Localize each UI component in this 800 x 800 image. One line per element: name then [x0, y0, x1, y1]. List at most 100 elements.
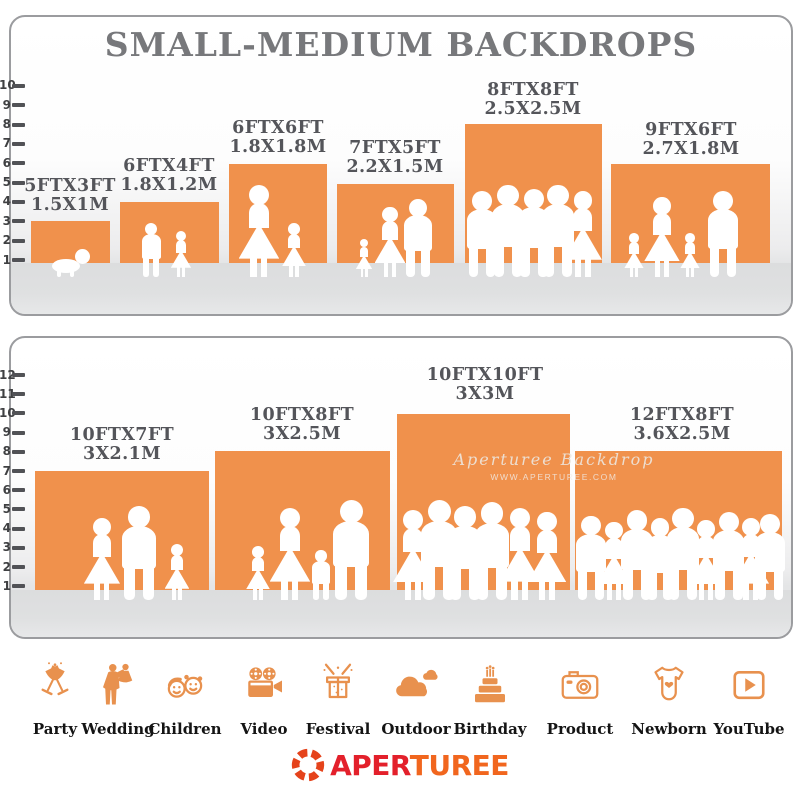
ruler-tick: 8 — [0, 118, 25, 131]
festival-icon — [314, 661, 362, 709]
ruler-tick: 7 — [0, 137, 25, 150]
category-video: Video — [216, 655, 312, 738]
brand-logo-text-orange: TUREE — [409, 748, 510, 782]
category-party: Party — [7, 655, 103, 738]
backdrop-size-m: 1.8X1.8M — [229, 137, 327, 157]
backdrop-size-ft: 6FTX4FT — [123, 156, 215, 176]
ruler-bottom: 12 11 10 9 8 7 6 5 4 3 2 1 — [0, 338, 41, 637]
ruler-tick-mark — [12, 258, 25, 262]
ruler-number: 3 — [2, 213, 11, 228]
panel-small-backdrops-bottom: 12 11 10 9 8 7 6 5 4 3 2 1 10FTX7FT 3X2.1M 10FTX8FT 3X… — [0, 336, 793, 639]
ruler-tick-mark — [12, 103, 25, 108]
ruler-number: 7 — [2, 136, 11, 151]
ruler-tick-mark — [12, 584, 25, 589]
ruler-tick-mark — [12, 373, 25, 377]
category-label: Product — [546, 720, 614, 738]
ruler-number: 4 — [2, 521, 11, 536]
panel-small-backdrops-top: SMALL-MEDIUM BACKDROPS 10 9 8 7 6 5 4 3 2 1 5FTX3… — [0, 15, 793, 316]
person-silhouette-man — [119, 506, 159, 600]
backdrop-size-label: 6FTX6FT 1.8X1.8M — [229, 119, 326, 157]
ruler-tick: 3 — [0, 541, 25, 554]
ruler-tick-mark — [12, 199, 25, 204]
backdrop-size-label: 5FTX3FT 1.5X1M — [24, 177, 116, 215]
category-label: Video — [240, 720, 288, 738]
backdrop-size-label: 12FTX8FT 3.6X2.5M — [630, 406, 734, 444]
person-silhouette-man — [705, 191, 741, 277]
person-silhouette-woman — [644, 197, 681, 277]
backdrop-size-ft: 7FTX5FT — [349, 138, 441, 158]
person-silhouette-girl — [246, 546, 271, 600]
ruler-tick-mark — [12, 83, 25, 88]
ruler-tick-mark — [12, 565, 25, 569]
ruler-number: 11 — [0, 386, 16, 401]
ruler-number: 6 — [2, 482, 11, 497]
person-silhouette-woman — [238, 185, 280, 277]
backdrop-area-top: 5FTX3FT 1.5X1M 6FTX4FT 1.8X1.2M 6FTX6FT 1.8X1… — [11, 17, 791, 314]
backdrop-size-ft: 12FTX8FT — [629, 405, 735, 425]
ruler-number: 10 — [0, 405, 16, 420]
person-silhouette-girl — [680, 233, 700, 277]
ruler-tick-mark — [12, 219, 25, 224]
backdrop-size-ft: 9FTX6FT — [645, 120, 737, 140]
birthday-icon — [466, 661, 514, 709]
ruler-tick: 10 — [0, 79, 25, 92]
ruler-tick-mark — [12, 430, 25, 435]
backdrop-rect-5ftx3ft — [31, 221, 110, 263]
category-festival: Festival — [290, 655, 386, 738]
category-wedding: Wedding — [70, 655, 166, 738]
youtube-icon — [725, 661, 773, 709]
ruler-tick: 9 — [0, 98, 25, 112]
ruler-tick: 2 — [0, 560, 25, 574]
backdrop-size-ft: 6FTX6FT — [232, 118, 324, 138]
category-label: Children — [148, 720, 222, 738]
ruler-tick: 11 — [0, 386, 25, 401]
backdrop-size-label: 10FTX10FT 3X3M — [427, 366, 544, 404]
backdrop-size-m: 2.2X1.5M — [346, 157, 444, 177]
party-icon — [31, 661, 79, 709]
ruler-tick-mark — [12, 545, 25, 550]
person-silhouette-woman — [527, 512, 568, 600]
backdrop-size-m: 3X2.1M — [83, 444, 161, 464]
ruler-number: 2 — [2, 233, 11, 248]
category-label: Newborn — [631, 720, 707, 738]
backdrop-area-bottom: 10FTX7FT 3X2.1M 10FTX8FT 3X2.5M 10FTX10FT 3X3… — [11, 338, 791, 637]
backdrop-size-ft: 8FTX8FT — [487, 80, 579, 100]
ruler-number: 8 — [2, 444, 11, 459]
newborn-icon — [645, 661, 693, 709]
person-silhouette-man — [752, 514, 788, 600]
category-children: Children — [137, 655, 233, 738]
backdrop-size-ft: 10FTX8FT — [249, 405, 355, 425]
backdrop-size-ft: 5FTX3FT — [24, 176, 116, 196]
category-label: Outdoor — [381, 720, 451, 738]
person-silhouette-woman — [269, 508, 311, 600]
ruler-tick-mark — [12, 507, 25, 512]
ruler-tick-mark — [12, 469, 25, 473]
backdrop-rect-6ftx6ft — [229, 164, 327, 263]
person-silhouette-girl — [170, 231, 192, 277]
ruler-tick-mark — [12, 141, 25, 146]
product-icon — [556, 661, 604, 709]
backdrop-rect-6ftx4ft — [120, 202, 219, 263]
person-silhouette-boy — [140, 223, 163, 277]
watermark-brand-text: Aperturee Backdrop — [453, 450, 655, 469]
person-silhouette-man — [711, 512, 748, 600]
ruler-tick-mark — [12, 526, 25, 531]
outdoor-icon — [392, 661, 440, 709]
ruler-tick: 7 — [0, 464, 25, 478]
backdrop-size-ft: 10FTX7FT — [69, 425, 175, 445]
person-silhouette-girl — [282, 223, 307, 277]
backdrop-size-label: 6FTX4FT 1.8X1.2M — [120, 157, 217, 195]
ruler-tick-mark — [12, 238, 25, 243]
ground-strip — [11, 590, 791, 637]
backdrop-size-label: 8FTX8FT 2.5X2.5M — [484, 81, 581, 119]
category-row: Party Wedding Children Video Festival Ou… — [0, 655, 800, 755]
ruler-tick: 12 — [0, 368, 25, 382]
aperture-icon — [291, 748, 325, 782]
category-product: Product — [532, 655, 628, 738]
category-birthday: Birthday — [442, 655, 538, 738]
backdrop-rect-10ftx7ft — [35, 471, 209, 590]
ruler-number: 4 — [2, 194, 11, 209]
person-silhouette-woman — [83, 518, 121, 600]
category-youtube: YouTube — [701, 655, 797, 738]
ruler-number: 8 — [2, 117, 11, 131]
